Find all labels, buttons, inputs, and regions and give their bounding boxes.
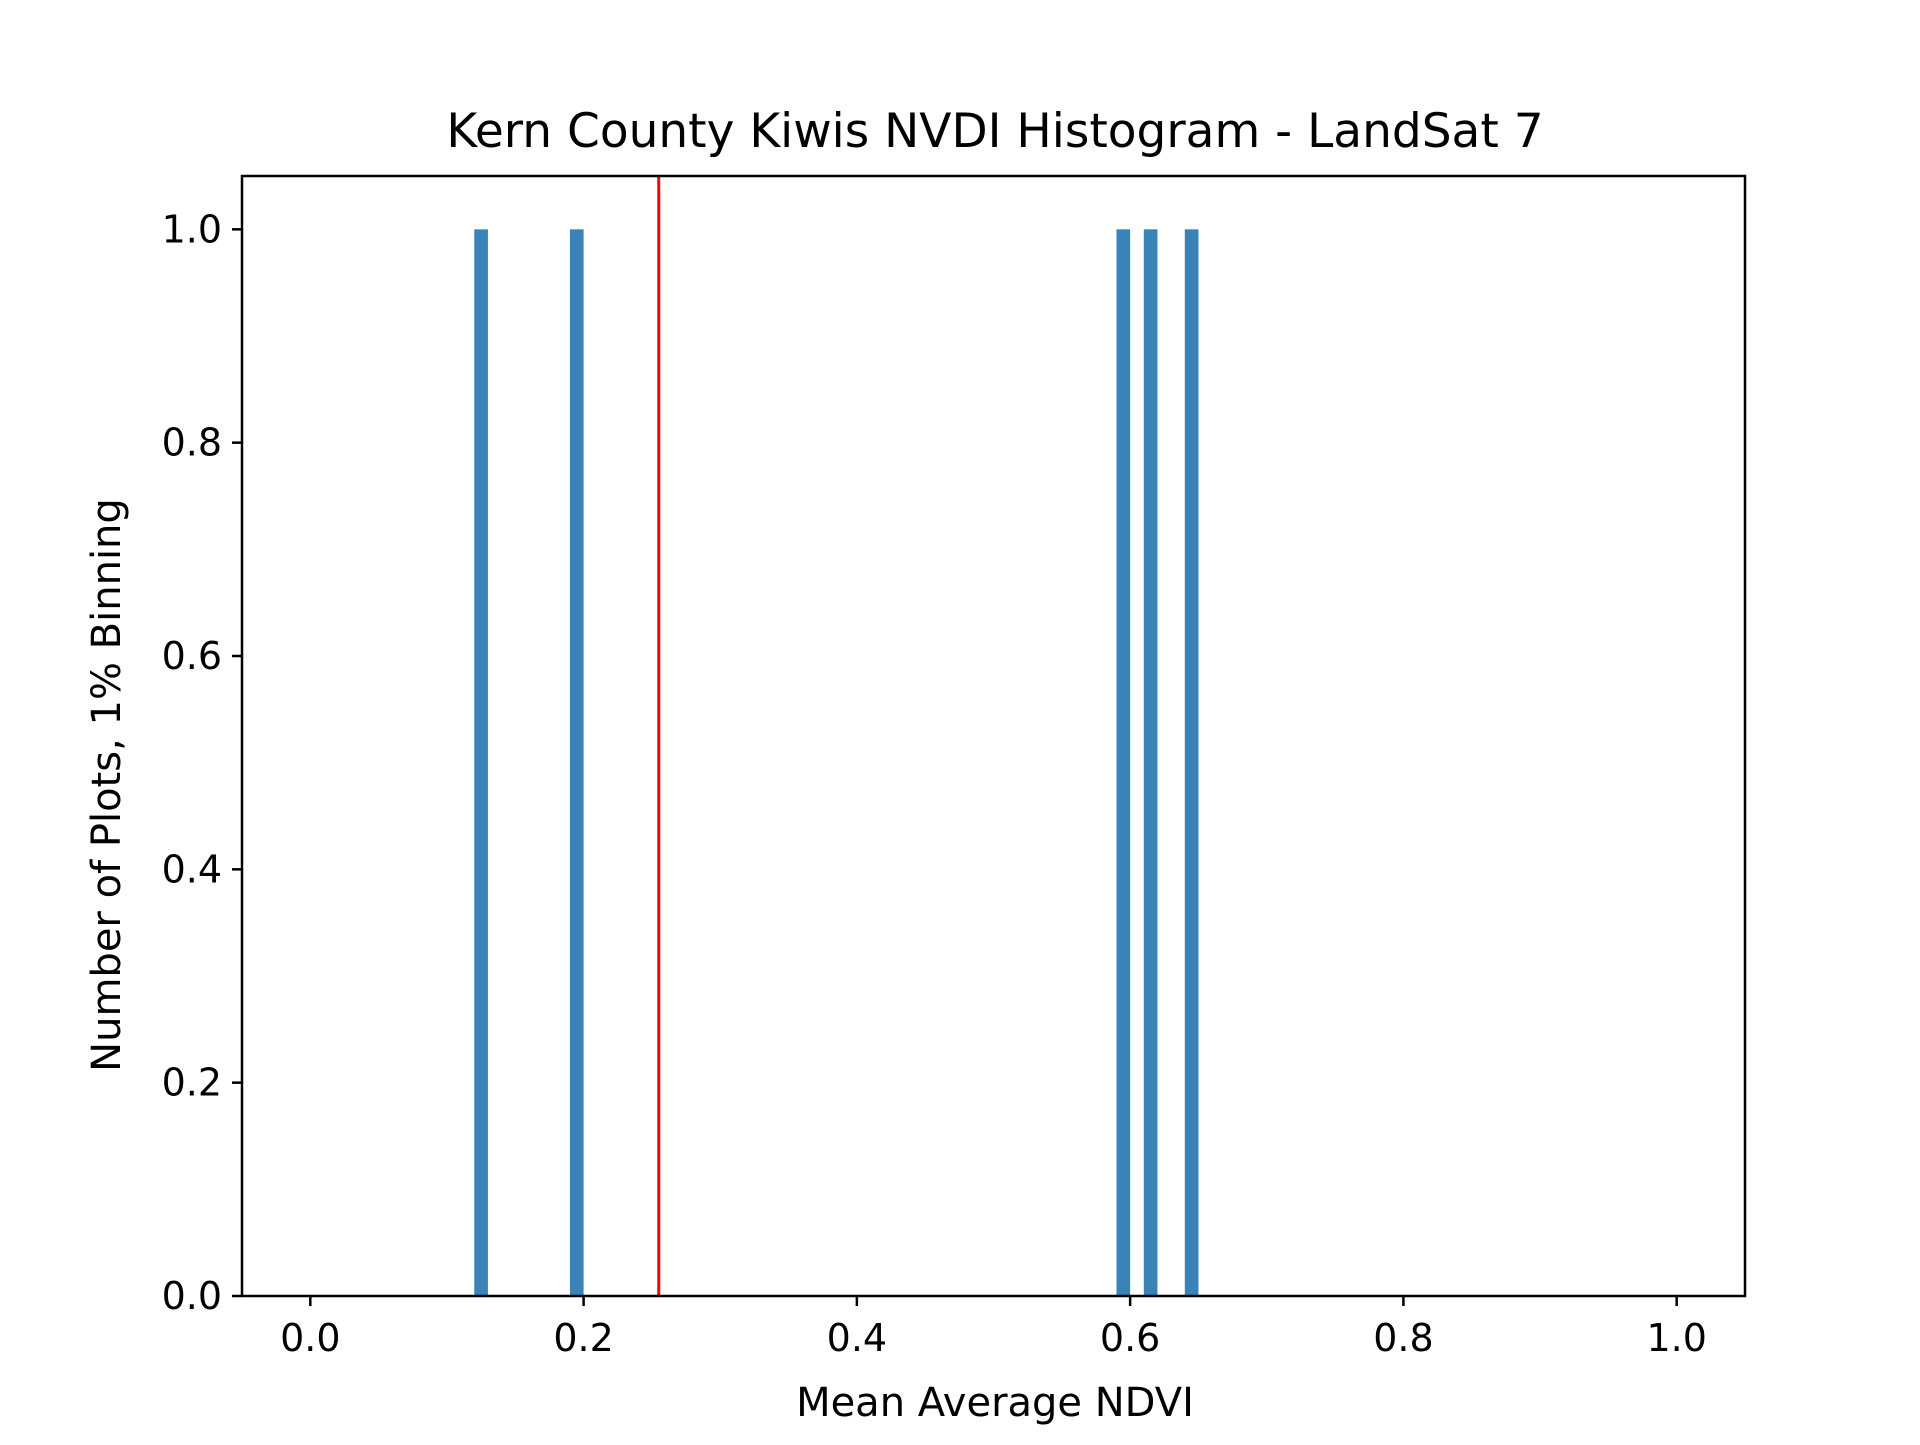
plot-area [242, 176, 1745, 1296]
histogram-bar-0 [474, 229, 488, 1296]
y-axis-label: Number of Plots, 1% Binning [84, 498, 130, 1072]
x-tick-label-4: 0.8 [1373, 1316, 1433, 1360]
y-ticks: 0.0 0.2 0.4 0.6 0.8 1.0 [162, 207, 242, 1318]
x-ticks: 0.0 0.2 0.4 0.6 0.8 1.0 [280, 1296, 1707, 1360]
axes-layer [240, 174, 1747, 1298]
chart-title: Kern County Kiwis NVDI Histogram - LandS… [446, 104, 1543, 159]
y-tick-label-2: 0.4 [162, 847, 222, 891]
y-tick-label-0: 0.0 [162, 1274, 222, 1318]
x-tick-label-5: 1.0 [1646, 1316, 1706, 1360]
y-tick-label-5: 1.0 [162, 207, 222, 251]
histogram-bar-3 [1143, 229, 1158, 1296]
y-tick-label-1: 0.2 [162, 1061, 222, 1105]
x-tick-label-0: 0.0 [280, 1316, 340, 1360]
x-tick-label-2: 0.4 [827, 1316, 887, 1360]
x-tick-label-1: 0.2 [553, 1316, 613, 1360]
axes-frame [240, 174, 1747, 1298]
histogram-bar-1 [569, 229, 584, 1296]
bars-layer [474, 229, 1199, 1296]
histogram-bar-2 [1116, 229, 1131, 1296]
x-axis-label: Mean Average NDVI [796, 1380, 1194, 1426]
y-tick-label-4: 0.8 [162, 421, 222, 465]
plot-background [242, 176, 1745, 1296]
x-tick-label-3: 0.6 [1100, 1316, 1160, 1360]
histogram-bar-4 [1184, 229, 1199, 1296]
y-tick-label-3: 0.6 [162, 634, 222, 678]
